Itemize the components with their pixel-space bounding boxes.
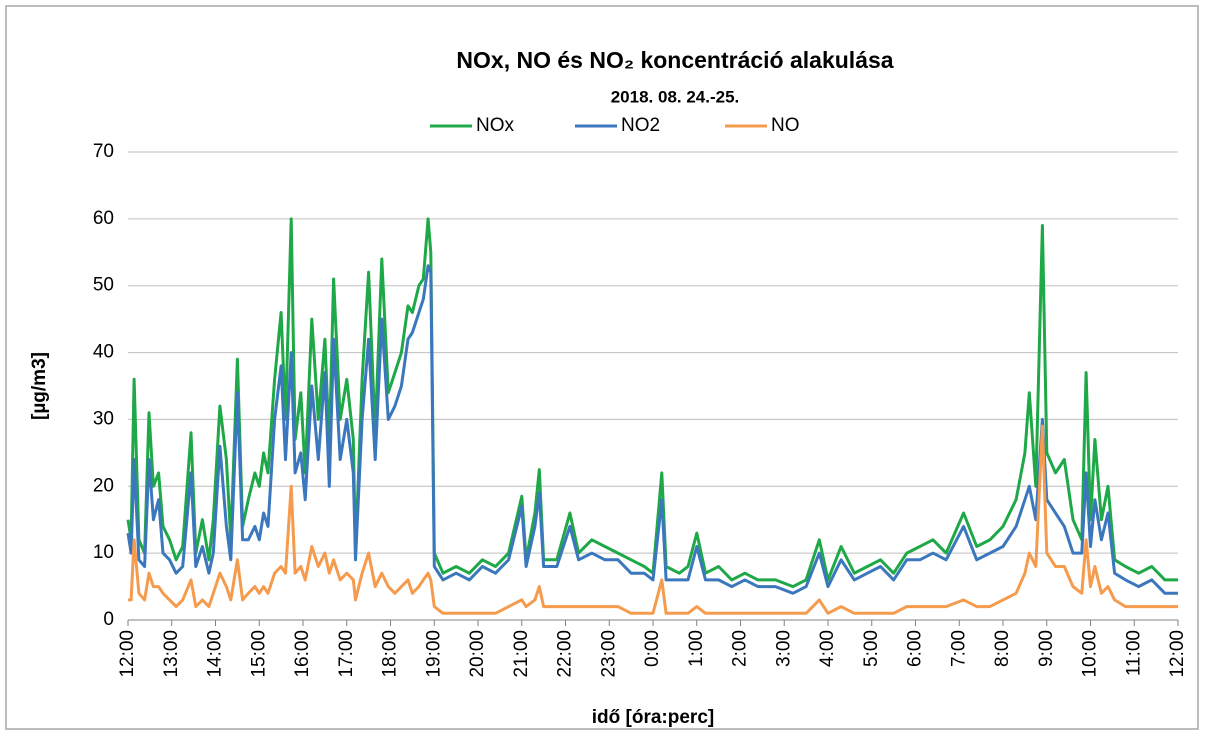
x-tick-label: 10:00 [1080,630,1101,678]
x-tick-label: 12:00 [1167,630,1188,678]
y-tick-label: 40 [93,342,114,363]
chart-title: NOx, NO és NO₂ koncentráció alakulása [456,47,893,73]
x-tick-label: 12:00 [117,630,138,678]
x-tick-label: 0:00 [642,630,663,667]
legend-label: NOx [476,115,515,136]
x-tick-label: 9:00 [1036,630,1057,667]
y-tick-label: 20 [93,475,114,496]
x-tick-label: 8:00 [992,630,1013,667]
x-tick-label: 14:00 [205,630,226,678]
x-tick-label: 6:00 [905,630,926,667]
series-line [128,424,1178,615]
chart-frame [5,5,1199,730]
y-tick-label: 30 [93,408,114,429]
legend-label: NO2 [621,115,660,136]
x-tick-label: 18:00 [380,630,401,678]
y-axis-label: [µg/m3] [29,352,50,420]
x-tick-label: 5:00 [861,630,882,667]
y-tick-label: 50 [93,275,114,296]
x-tick-label: 21:00 [511,630,532,678]
x-tick-label: 3:00 [773,630,794,667]
x-tick-label: 17:00 [336,630,357,678]
x-tick-label: 1:00 [686,630,707,667]
x-tick-label: 7:00 [948,630,969,667]
y-tick-label: 10 [93,542,114,563]
x-axis-label: idő [óra:perc] [592,707,714,728]
x-tick-label: 20:00 [467,630,488,678]
y-tick-label: 70 [93,141,114,162]
x-tick-label: 4:00 [817,630,838,667]
series-line [126,264,1178,595]
x-tick-label: 19:00 [423,630,444,678]
x-tick-label: 15:00 [248,630,269,678]
x-tick-label: 11:00 [1123,630,1144,676]
chart-subtitle: 2018. 08. 24.-25. [611,87,740,106]
x-tick-label: 2:00 [730,630,751,667]
x-tick-label: 16:00 [292,630,313,678]
x-tick-label: 22:00 [555,630,576,678]
y-tick-label: 60 [93,208,114,229]
y-tick-label: 0 [103,609,114,630]
x-tick-label: 13:00 [161,630,182,678]
x-tick-label: 23:00 [598,630,619,678]
legend-label: NO [771,115,800,136]
